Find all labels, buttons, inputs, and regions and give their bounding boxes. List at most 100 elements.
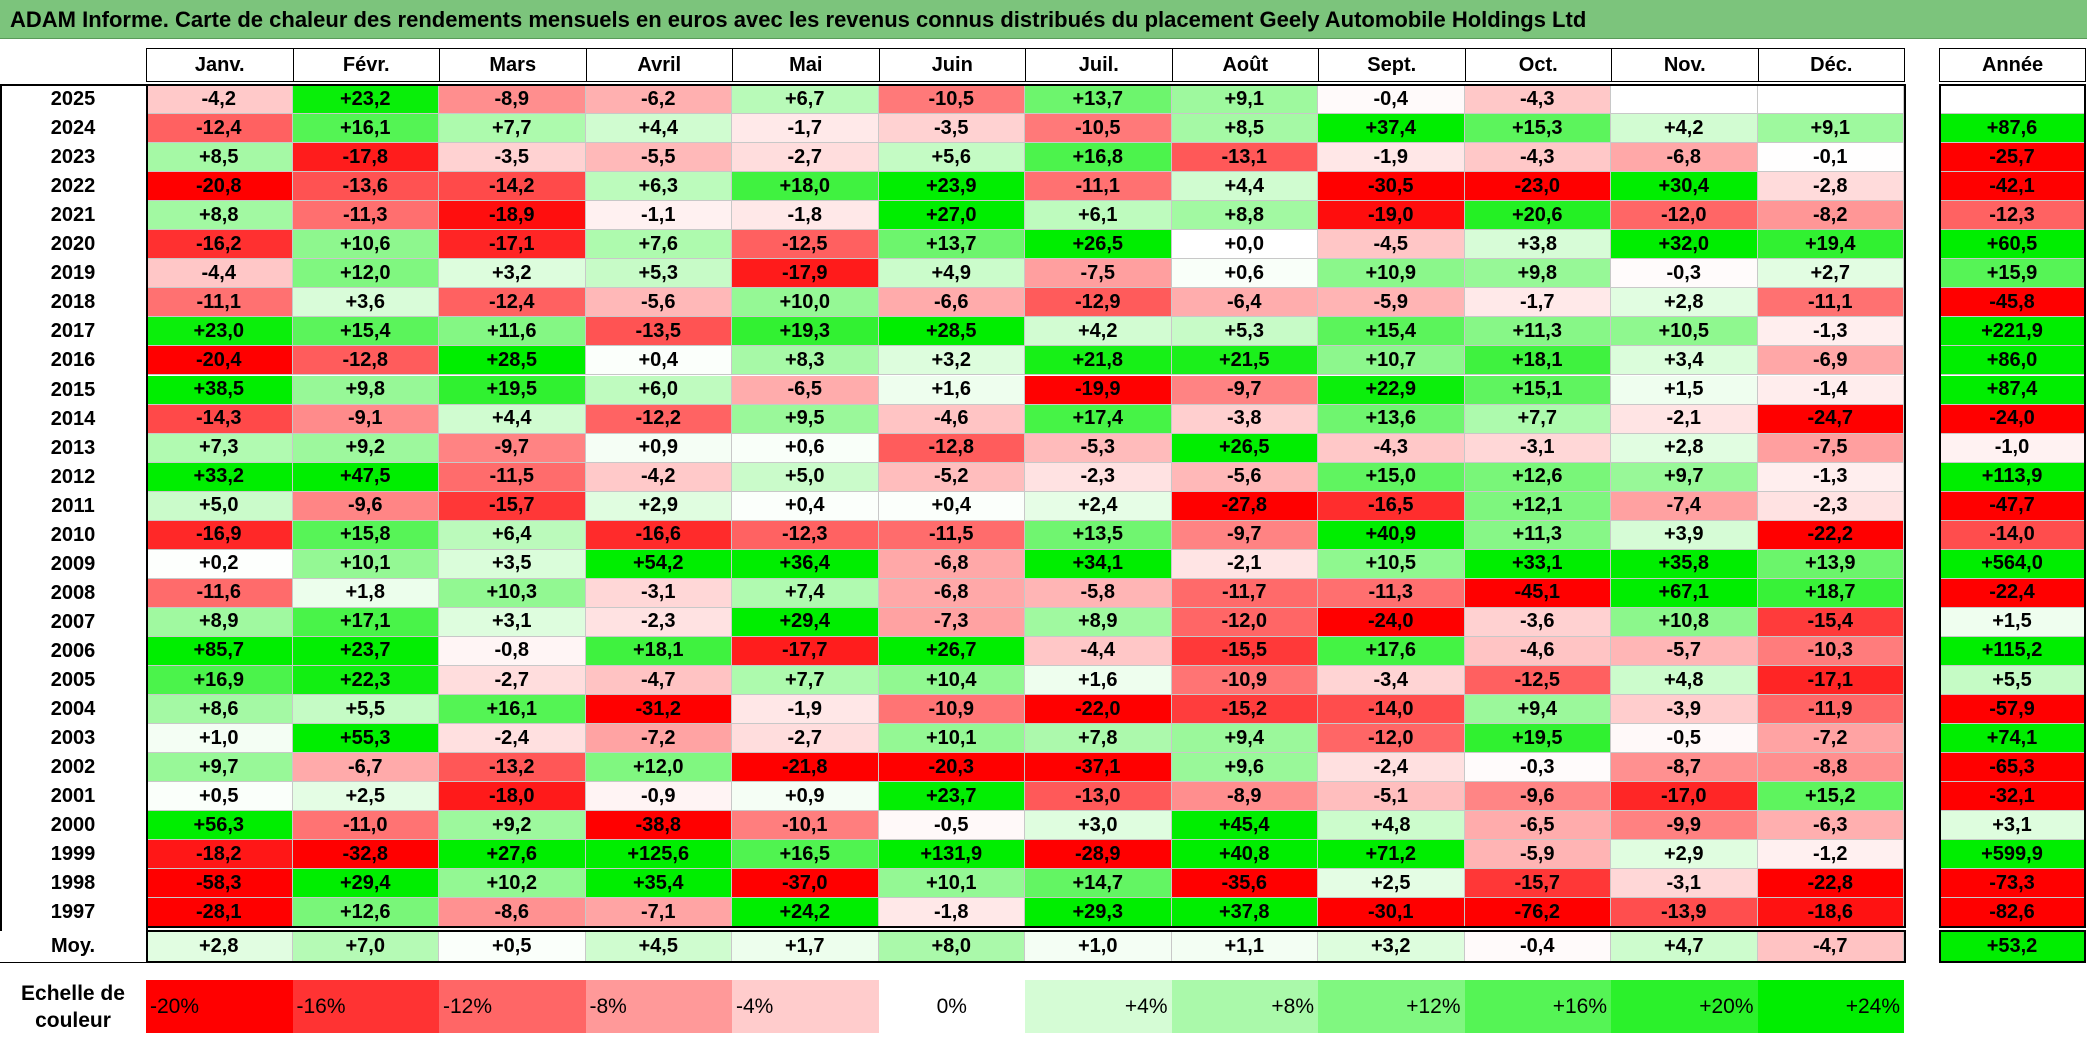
year-label: 1998 xyxy=(0,869,146,899)
average-cell: +0,5 xyxy=(439,931,586,963)
heatmap-cell: +71,2 xyxy=(1318,840,1465,870)
annual-cell: -65,3 xyxy=(1939,753,2086,783)
heatmap-cell: -21,8 xyxy=(732,753,879,783)
year-label: 2002 xyxy=(0,753,146,783)
average-cell: +1,0 xyxy=(1025,931,1172,963)
year-label: 2024 xyxy=(0,114,146,144)
heatmap-cell: +13,6 xyxy=(1318,404,1465,434)
heatmap-cell: -18,0 xyxy=(439,782,586,812)
heatmap-cell: -17,1 xyxy=(1757,666,1904,696)
heatmap-cell: -5,3 xyxy=(1025,433,1172,463)
heatmap-cell: -6,5 xyxy=(1464,811,1611,841)
heatmap-cell: -2,1 xyxy=(1171,549,1318,579)
year-label: 2023 xyxy=(0,143,146,173)
heatmap-cell: +23,2 xyxy=(292,85,439,115)
heatmap-cell: -4,2 xyxy=(585,462,732,492)
annual-cell: -25,7 xyxy=(1939,143,2086,173)
month-header: Oct. xyxy=(1464,48,1612,82)
heatmap-cell: +45,4 xyxy=(1171,811,1318,841)
heatmap-cell: -12,8 xyxy=(292,346,439,376)
heatmap-cell: -6,8 xyxy=(878,549,1025,579)
heatmap-cell: -2,3 xyxy=(585,607,732,637)
heatmap-cell: -17,7 xyxy=(732,636,879,666)
heatmap-cell: -5,5 xyxy=(585,143,732,173)
heatmap-cell: -7,5 xyxy=(1025,259,1172,289)
heatmap-cell: -7,3 xyxy=(878,607,1025,637)
average-cell: +8,0 xyxy=(878,931,1025,963)
heatmap-cell: -4,3 xyxy=(1318,433,1465,463)
heatmap-cell: +4,4 xyxy=(585,114,732,144)
heatmap-cell: +13,7 xyxy=(878,230,1025,260)
heatmap-cell: -24,0 xyxy=(1318,607,1465,637)
heatmap-cell: +27,6 xyxy=(439,840,586,870)
heatmap-cell: +131,9 xyxy=(878,840,1025,870)
heatmap-cell: +11,3 xyxy=(1464,520,1611,550)
heatmap-cell: +15,1 xyxy=(1464,375,1611,405)
heatmap-cell: -8,9 xyxy=(439,85,586,115)
year-label: 2018 xyxy=(0,288,146,318)
heatmap-cell: +37,8 xyxy=(1171,898,1318,928)
annual-cell: +87,6 xyxy=(1939,114,2086,144)
heatmap-cell: +40,9 xyxy=(1318,520,1465,550)
month-header: Déc. xyxy=(1757,48,1905,82)
heatmap-cell: -30,5 xyxy=(1318,172,1465,202)
heatmap-cell: +9,6 xyxy=(1171,753,1318,783)
heatmap-cell: +33,2 xyxy=(146,462,293,492)
heatmap-cell: +35,4 xyxy=(585,869,732,899)
heatmap-cell: +27,0 xyxy=(878,201,1025,231)
heatmap-cell: +8,6 xyxy=(146,695,293,725)
heatmap-cell: -7,4 xyxy=(1611,491,1758,521)
heatmap-cell: -5,9 xyxy=(1318,288,1465,318)
heatmap-cell: +10,6 xyxy=(292,230,439,260)
heatmap-cell: +1,6 xyxy=(878,375,1025,405)
heatmap-cell: -1,1 xyxy=(585,201,732,231)
heatmap-cell: +29,3 xyxy=(1025,898,1172,928)
heatmap-cell: +12,0 xyxy=(292,259,439,289)
heatmap-cell: -10,9 xyxy=(1171,666,1318,696)
average-cell: -4,7 xyxy=(1757,931,1904,963)
annual-cell: +60,5 xyxy=(1939,230,2086,260)
heatmap-cell: +2,4 xyxy=(1025,491,1172,521)
heatmap-cell: -12,9 xyxy=(1025,288,1172,318)
heatmap-cell: +26,5 xyxy=(1171,433,1318,463)
heatmap-cell: +19,5 xyxy=(439,375,586,405)
heatmap-cell: -12,4 xyxy=(146,114,293,144)
heatmap-cell: -32,8 xyxy=(292,840,439,870)
heatmap-cell: +9,2 xyxy=(439,811,586,841)
heatmap-cell: -5,2 xyxy=(878,462,1025,492)
heatmap-cell: +67,1 xyxy=(1611,578,1758,608)
heatmap-cell: +7,4 xyxy=(732,578,879,608)
heatmap-cell: -11,7 xyxy=(1171,578,1318,608)
heatmap-cell: +15,8 xyxy=(292,520,439,550)
month-header: Févr. xyxy=(292,48,440,82)
heatmap-cell: -4,4 xyxy=(146,259,293,289)
heatmap-cell: +40,8 xyxy=(1171,840,1318,870)
heatmap-cell: +10,2 xyxy=(439,869,586,899)
heatmap-cell: -5,6 xyxy=(1171,462,1318,492)
heatmap-cell: -1,4 xyxy=(1757,375,1904,405)
annual-cell: -47,7 xyxy=(1939,491,2086,521)
heatmap-cell: -5,7 xyxy=(1611,636,1758,666)
heatmap-cell: -11,6 xyxy=(146,578,293,608)
heatmap-cell: +16,5 xyxy=(732,840,879,870)
annual-cell xyxy=(1939,85,2086,115)
heatmap-cell: +4,8 xyxy=(1318,811,1465,841)
heatmap-cell: -0,3 xyxy=(1611,259,1758,289)
heatmap-cell: -28,9 xyxy=(1025,840,1172,870)
heatmap-cell: -76,2 xyxy=(1464,898,1611,928)
month-header: Sept. xyxy=(1318,48,1466,82)
year-label: 2025 xyxy=(0,85,146,115)
heatmap-cell: -0,1 xyxy=(1757,143,1904,173)
heatmap-cell: -3,1 xyxy=(585,578,732,608)
heatmap-cell: +15,4 xyxy=(1318,317,1465,347)
heatmap-cell: -3,1 xyxy=(1611,869,1758,899)
heatmap-cell: -20,8 xyxy=(146,172,293,202)
heatmap-cell: +0,4 xyxy=(732,491,879,521)
average-cell: +4,7 xyxy=(1611,931,1758,963)
heatmap-cell: +13,9 xyxy=(1757,549,1904,579)
title-bar: ADAM Informe. Carte de chaleur des rende… xyxy=(0,0,2087,39)
heatmap-cell: +3,4 xyxy=(1611,346,1758,376)
annual-cell: +87,4 xyxy=(1939,375,2086,405)
average-cell: +2,8 xyxy=(146,931,293,963)
heatmap-cell: -23,0 xyxy=(1464,172,1611,202)
